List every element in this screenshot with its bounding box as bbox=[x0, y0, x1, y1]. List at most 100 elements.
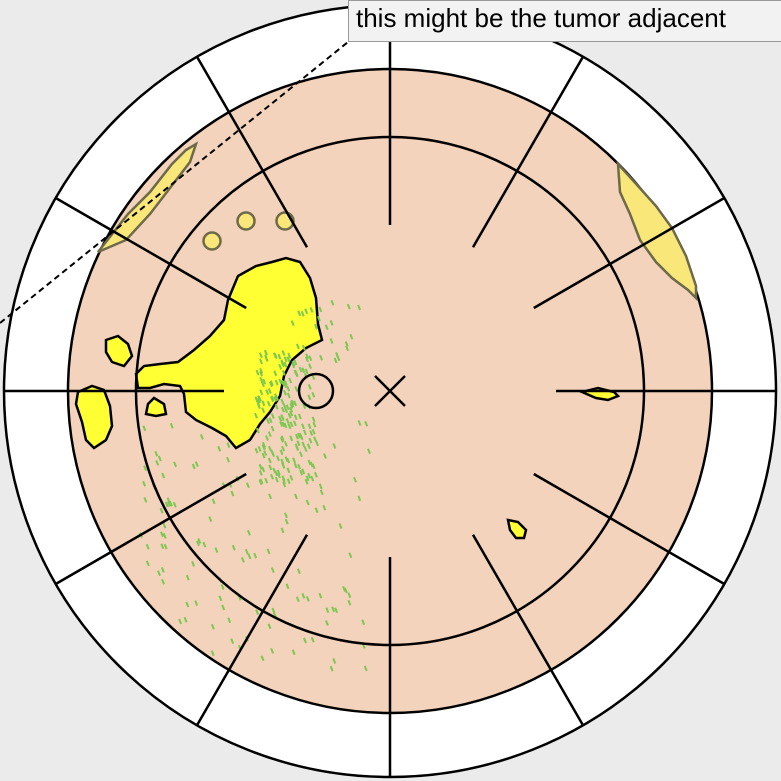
radial-line bbox=[55, 516, 171, 586]
cell-marker bbox=[267, 388, 272, 394]
cell-marker bbox=[280, 379, 285, 386]
cell-marker bbox=[331, 606, 336, 613]
cell-marker bbox=[283, 441, 288, 447]
cell-marker bbox=[284, 512, 288, 519]
tumor-region-small-3 bbox=[144, 396, 168, 418]
cell-marker bbox=[301, 367, 306, 374]
cell-marker bbox=[210, 623, 215, 630]
cell-marker bbox=[240, 557, 245, 563]
cell-marker bbox=[289, 421, 294, 428]
cell-marker bbox=[307, 472, 312, 479]
cell-marker bbox=[345, 345, 350, 352]
annotation-text: this might be the tumor adjacent bbox=[356, 3, 726, 33]
cell-marker bbox=[199, 434, 204, 440]
cell-marker bbox=[296, 440, 301, 447]
cell-marker bbox=[282, 478, 286, 485]
cell-marker bbox=[304, 478, 309, 485]
cell-marker bbox=[161, 472, 166, 479]
radial-grid bbox=[4, 5, 776, 777]
cell-marker bbox=[318, 483, 323, 490]
cell-marker bbox=[284, 456, 289, 462]
cell-marker bbox=[196, 540, 200, 547]
cell-marker bbox=[330, 299, 335, 306]
cell-marker bbox=[270, 395, 275, 402]
cell-marker bbox=[274, 403, 279, 410]
cell-marker bbox=[313, 436, 318, 443]
cell-marker bbox=[289, 403, 294, 409]
cell-marker bbox=[324, 620, 329, 626]
radial-line bbox=[261, 534, 309, 612]
radial-line bbox=[515, 56, 585, 172]
cell-marker bbox=[304, 356, 309, 363]
cell-marker bbox=[264, 477, 269, 484]
cell-marker bbox=[285, 404, 290, 411]
cell-marker bbox=[145, 543, 150, 550]
cell-marker bbox=[157, 455, 162, 462]
cell-marker bbox=[254, 412, 258, 419]
annotation-box[interactable] bbox=[348, 0, 781, 42]
cell-marker bbox=[256, 400, 261, 406]
cell-marker bbox=[284, 518, 289, 525]
cell-marker bbox=[271, 607, 276, 614]
cell-marker bbox=[191, 561, 196, 567]
cell-marker bbox=[208, 516, 213, 522]
cell-marker bbox=[274, 393, 278, 399]
cell-marker bbox=[322, 504, 327, 511]
radial-line bbox=[169, 472, 247, 520]
cell-marker bbox=[312, 421, 317, 428]
cell-marker bbox=[280, 527, 285, 534]
radial-line bbox=[515, 610, 585, 726]
faded-region-right bbox=[616, 160, 698, 302]
cell-marker bbox=[163, 543, 168, 550]
cell-marker bbox=[267, 457, 272, 464]
cell-marker bbox=[217, 445, 222, 452]
cell-marker bbox=[290, 401, 294, 407]
faded-region-left bbox=[97, 141, 199, 254]
cell-marker bbox=[214, 547, 219, 553]
cell-marker bbox=[289, 475, 294, 481]
cell-marker bbox=[197, 538, 202, 544]
cell-marker bbox=[261, 452, 266, 459]
cell-marker bbox=[272, 467, 277, 474]
cell-marker bbox=[270, 425, 275, 432]
circle-icon[interactable] bbox=[297, 372, 335, 410]
cell-marker bbox=[295, 596, 300, 603]
cell-marker bbox=[300, 310, 305, 317]
cell-marker bbox=[316, 315, 321, 322]
cell-marker bbox=[311, 391, 316, 398]
cell-marker bbox=[293, 462, 298, 469]
cell-marker bbox=[309, 461, 314, 468]
cell-marker bbox=[308, 355, 313, 362]
cell-marker bbox=[293, 414, 298, 421]
cell-marker bbox=[169, 422, 174, 429]
cell-marker bbox=[143, 465, 148, 472]
cell-marker bbox=[260, 655, 265, 662]
cell-marker bbox=[154, 450, 159, 457]
cell-marker bbox=[155, 460, 160, 466]
radial-line bbox=[195, 56, 265, 172]
cell-marker bbox=[276, 469, 281, 476]
x-cross-icon bbox=[374, 375, 406, 407]
cell-marker bbox=[267, 623, 272, 630]
cell-marker bbox=[266, 548, 271, 555]
cell-marker bbox=[319, 354, 324, 361]
cell-marker bbox=[287, 412, 292, 419]
cell-marker bbox=[280, 398, 285, 405]
cell-marker bbox=[308, 363, 312, 369]
cell-marker bbox=[292, 420, 297, 427]
cell-marker bbox=[172, 501, 177, 508]
cell-marker bbox=[161, 578, 165, 585]
cell-marker bbox=[346, 303, 351, 310]
cell-marker bbox=[293, 400, 298, 407]
cell-marker bbox=[314, 323, 318, 330]
cell-marker bbox=[289, 435, 294, 442]
cell-marker bbox=[230, 490, 235, 497]
cell-marker bbox=[295, 343, 300, 350]
cell-marker bbox=[298, 432, 303, 439]
cell-marker bbox=[259, 370, 264, 377]
cell-marker bbox=[273, 396, 278, 402]
radial-line bbox=[471, 534, 519, 612]
cell-marker bbox=[297, 463, 302, 470]
cell-marker bbox=[281, 370, 286, 376]
